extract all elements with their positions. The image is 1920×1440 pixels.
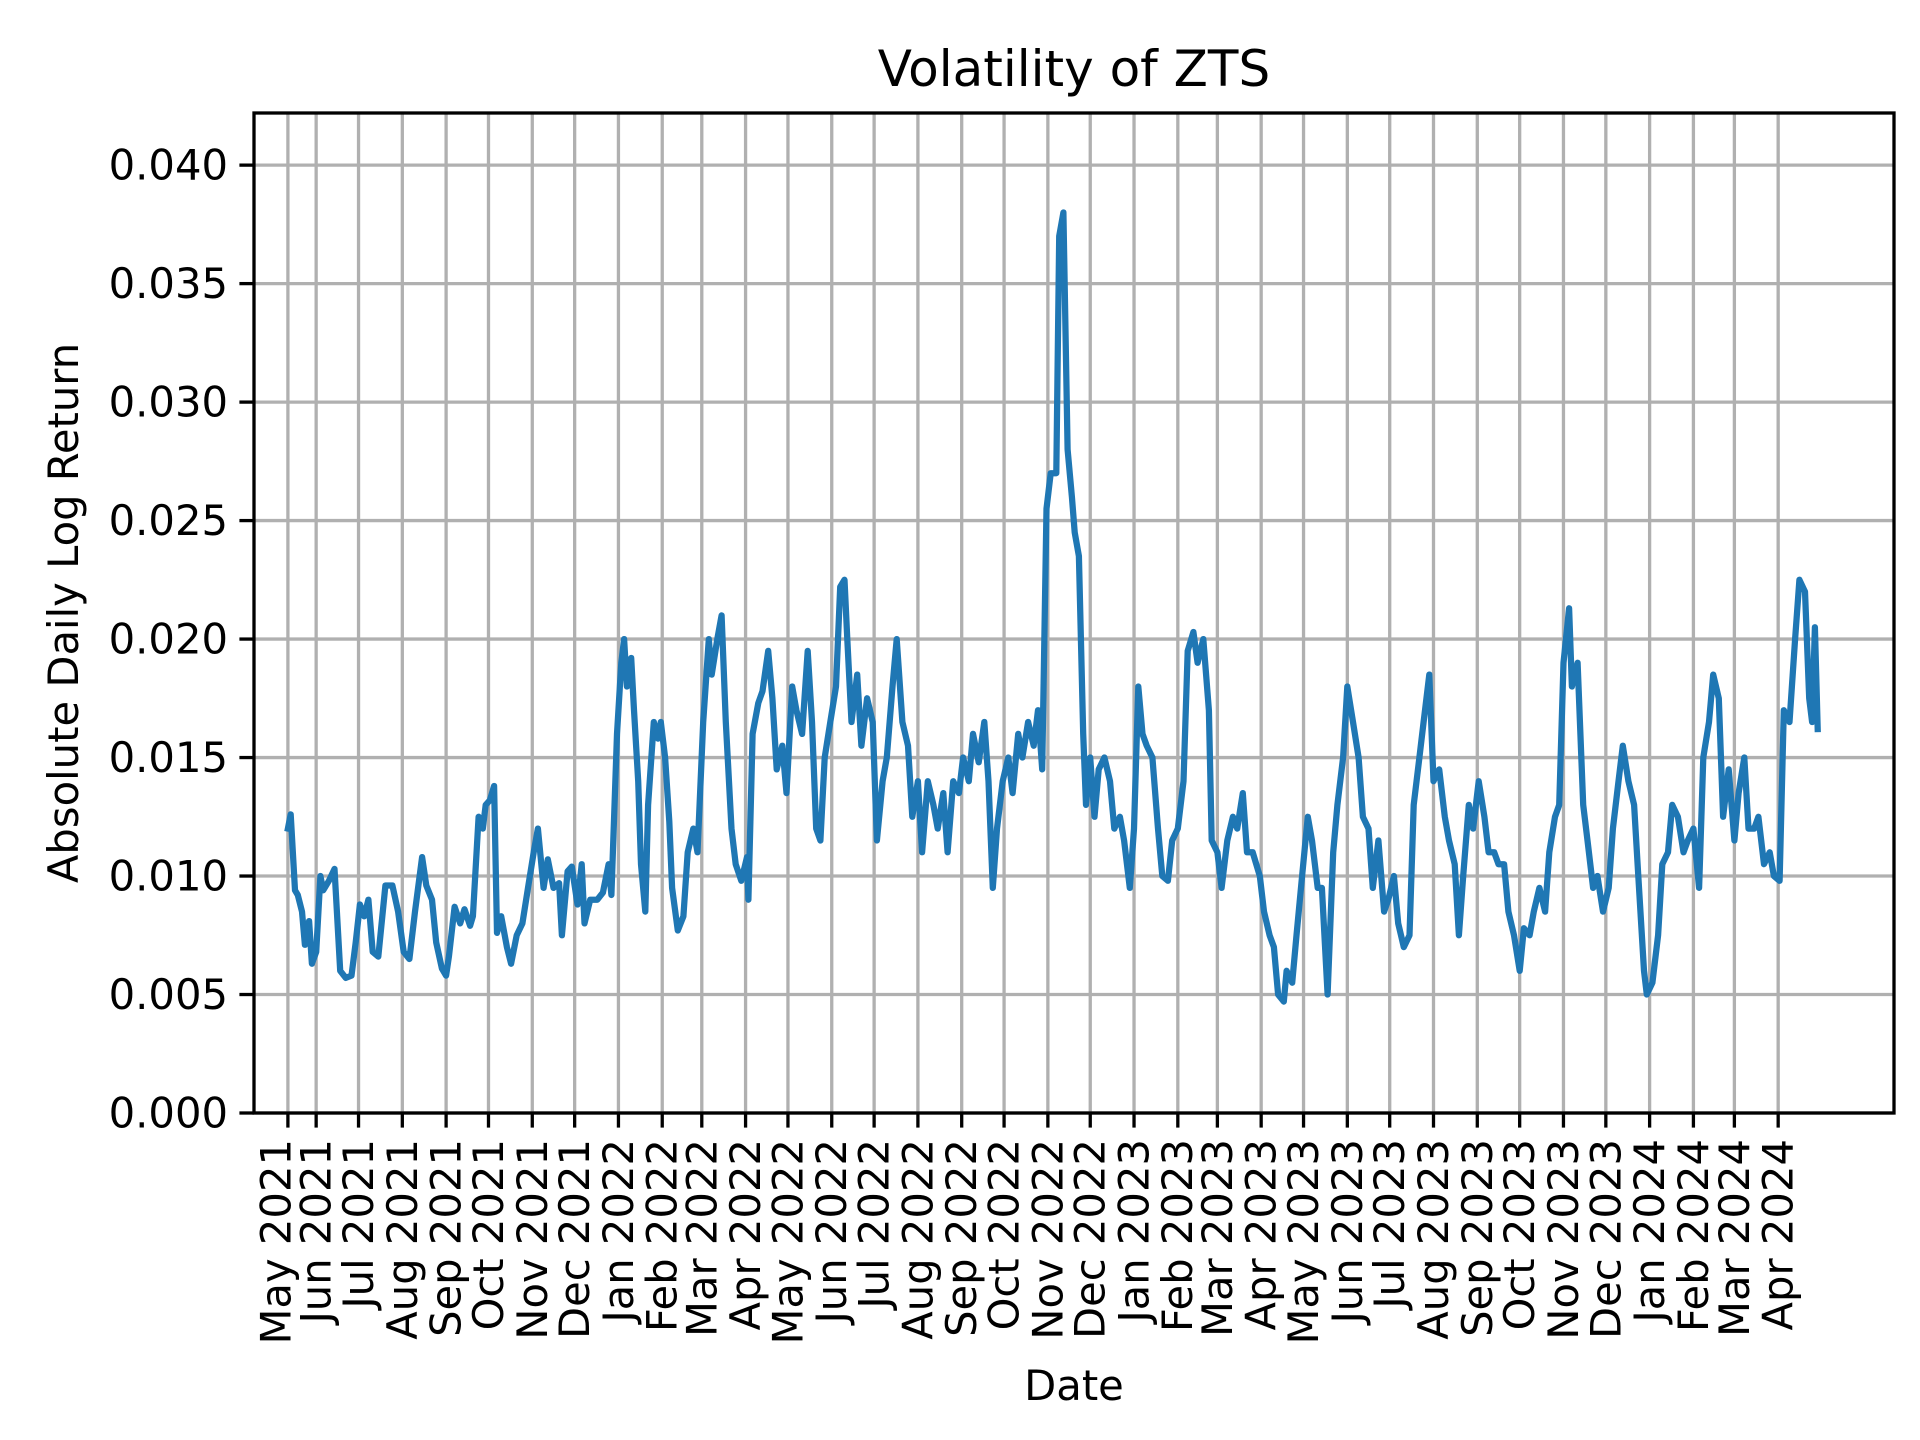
- x-axis-label: Date: [1024, 1361, 1124, 1410]
- x-tick-label: Aug 2021: [378, 1139, 427, 1340]
- x-tick-label: Apr 2024: [1754, 1139, 1803, 1330]
- x-tick-label: Mar 2023: [1193, 1139, 1242, 1337]
- y-tick-label: 0.040: [109, 141, 228, 190]
- x-tick-label: Apr 2022: [721, 1139, 770, 1330]
- x-tick-label: Mar 2024: [1710, 1139, 1759, 1337]
- x-tick-label: Jul 2023: [1365, 1139, 1414, 1312]
- x-tick-label: Oct 2021: [464, 1139, 513, 1330]
- axes-frame: [252, 111, 1896, 1115]
- volatility-line: [284, 209, 1821, 1005]
- x-tick-label: Aug 2023: [1409, 1139, 1458, 1340]
- y-tick-label: 0.005: [109, 970, 228, 1019]
- x-tick-label: Jun 2023: [1323, 1139, 1372, 1326]
- x-tick-label: Feb 2022: [637, 1139, 686, 1332]
- x-tick-label: Oct 2022: [980, 1139, 1029, 1330]
- x-tick-label: Feb 2023: [1153, 1139, 1202, 1332]
- x-tick-label: Feb 2024: [1669, 1139, 1718, 1332]
- chart-title: Volatility of ZTS: [878, 40, 1270, 98]
- y-tick-label: 0.015: [109, 733, 228, 782]
- x-tick-label: Oct 2023: [1495, 1139, 1544, 1330]
- x-tick-label: Sep 2022: [937, 1139, 986, 1337]
- x-tick-label: Dec 2023: [1581, 1139, 1630, 1339]
- y-axis-label: Absolute Daily Log Return: [39, 343, 88, 883]
- x-tick-label: Nov 2022: [1023, 1139, 1072, 1340]
- x-tick-label: Dec 2022: [1066, 1139, 1115, 1339]
- y-tick-label: 0.030: [109, 378, 228, 427]
- x-tick-label: Mar 2022: [677, 1139, 726, 1337]
- x-tick-label: Jan 2024: [1625, 1139, 1674, 1326]
- x-tick-label: Sep 2021: [422, 1139, 471, 1337]
- x-tick-label: Nov 2021: [508, 1139, 557, 1340]
- x-tick-label: Jan 2022: [594, 1139, 643, 1326]
- x-tick-label: May 2022: [763, 1139, 812, 1345]
- x-tick-label: Nov 2023: [1539, 1139, 1588, 1340]
- y-tick-label: 0.025: [109, 496, 228, 545]
- plot-area: [284, 209, 1821, 1005]
- y-tick-label: 0.020: [109, 615, 228, 664]
- x-tick-label: Jun 2022: [807, 1139, 856, 1326]
- y-tick-label: 0.035: [109, 259, 228, 308]
- y-tick-label: 0.010: [109, 852, 228, 901]
- y-tick-label: 0.000: [109, 1089, 228, 1138]
- x-tick-label: Dec 2021: [550, 1139, 599, 1339]
- x-tick-label: Jul 2021: [334, 1139, 383, 1312]
- x-tick-label: Aug 2022: [893, 1139, 942, 1340]
- x-tick-label: May 2023: [1279, 1139, 1328, 1345]
- x-tick-label: May 2021: [252, 1139, 301, 1345]
- x-tick-label: Jun 2021: [292, 1139, 341, 1326]
- ticks: 0.000 0.005 0.010 0.015 0.020 0.025 0.030 0.035…: [109, 141, 1803, 1345]
- x-tick-label: Sep 2023: [1453, 1139, 1502, 1337]
- x-tick-label: Jul 2022: [850, 1139, 899, 1312]
- x-tick-label: Apr 2023: [1237, 1139, 1286, 1330]
- x-tick-label: Jan 2023: [1110, 1139, 1159, 1326]
